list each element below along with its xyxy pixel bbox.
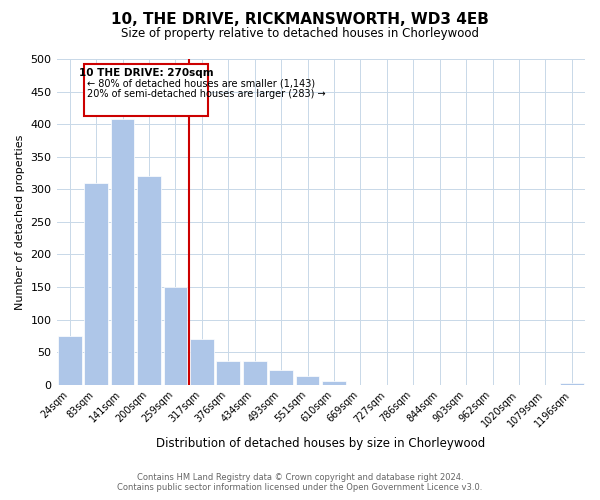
Text: Size of property relative to detached houses in Chorleywood: Size of property relative to detached ho… [121,28,479,40]
Bar [137,176,161,384]
Bar [190,339,214,384]
Bar [322,380,346,384]
Bar [84,182,108,384]
Bar [243,360,266,384]
Bar [164,287,187,384]
Text: 10, THE DRIVE, RICKMANSWORTH, WD3 4EB: 10, THE DRIVE, RICKMANSWORTH, WD3 4EB [111,12,489,28]
Text: Contains HM Land Registry data © Crown copyright and database right 2024.
Contai: Contains HM Land Registry data © Crown c… [118,473,482,492]
Text: 10 THE DRIVE: 270sqm: 10 THE DRIVE: 270sqm [79,68,214,78]
Bar [217,360,240,384]
X-axis label: Distribution of detached houses by size in Chorleywood: Distribution of detached houses by size … [156,437,485,450]
Bar [111,119,134,384]
Text: ← 80% of detached houses are smaller (1,143): ← 80% of detached houses are smaller (1,… [88,78,316,88]
Y-axis label: Number of detached properties: Number of detached properties [15,134,25,310]
Bar [58,336,82,384]
Text: 20% of semi-detached houses are larger (283) →: 20% of semi-detached houses are larger (… [88,89,326,99]
Bar [269,370,293,384]
Bar [296,376,319,384]
FancyBboxPatch shape [84,64,208,116]
